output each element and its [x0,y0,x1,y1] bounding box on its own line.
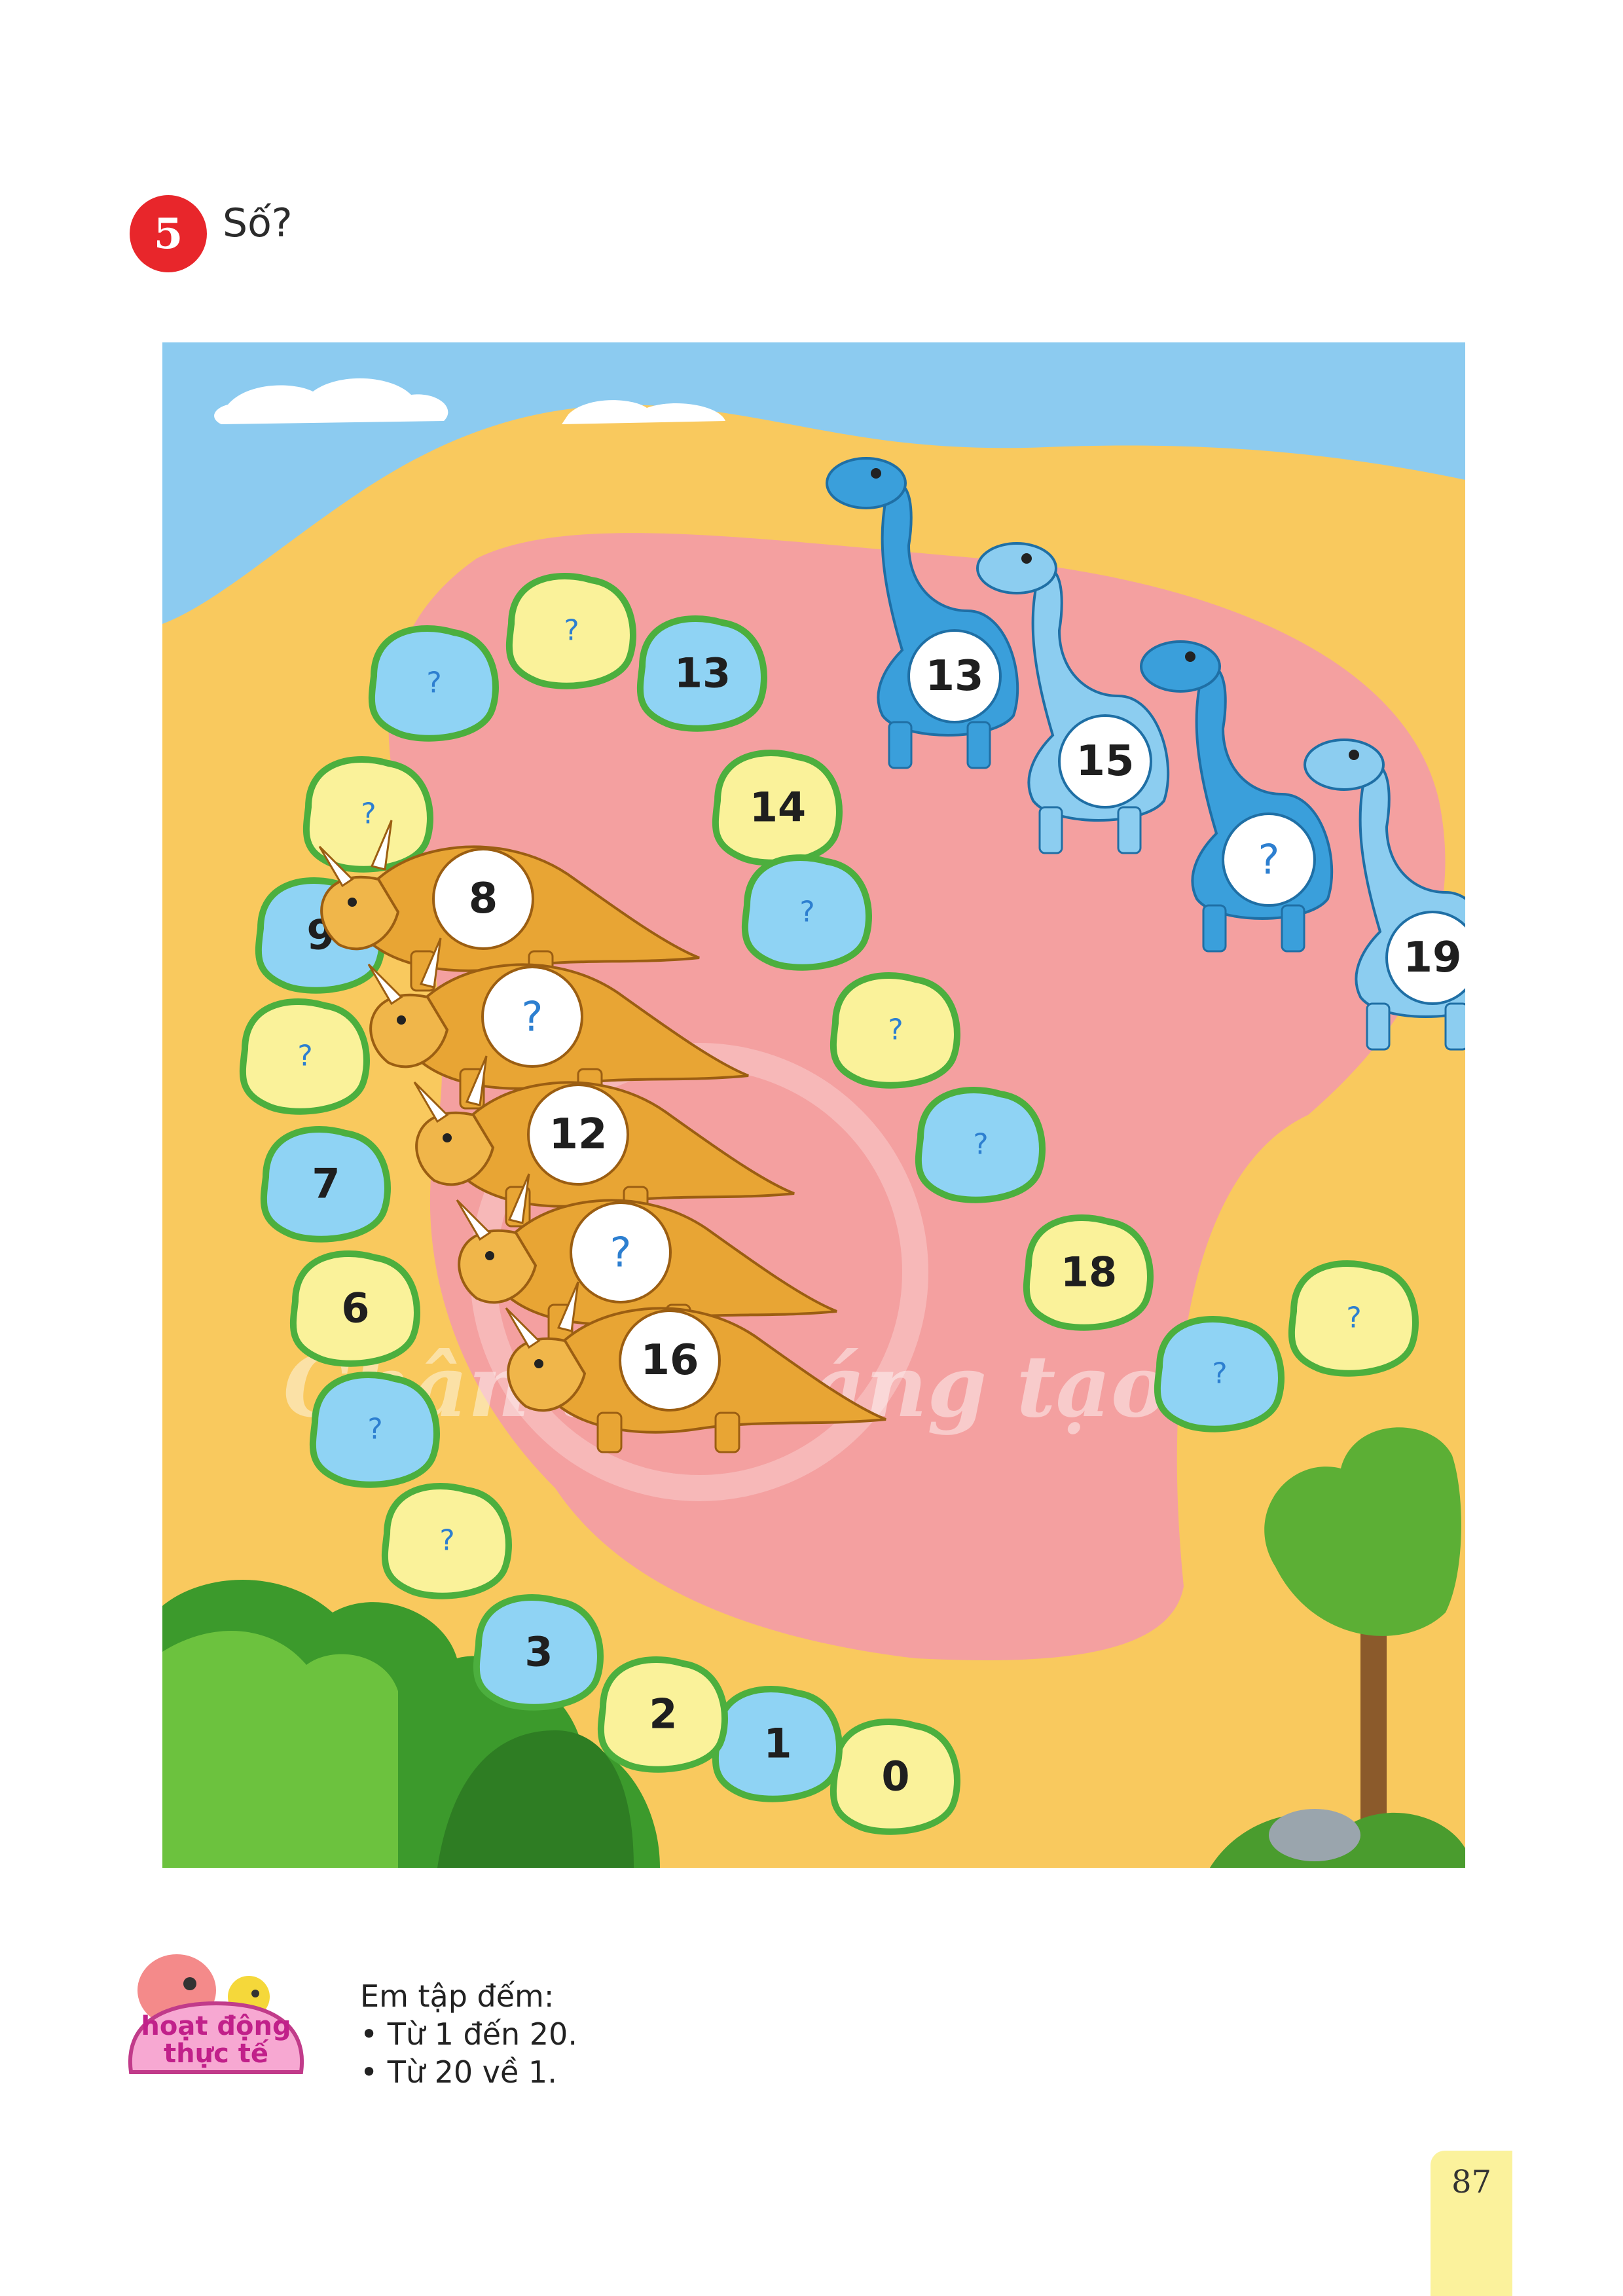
path-stone[interactable]: ? [1154,1316,1285,1432]
brachiosaurus-number: 19 [1403,934,1461,982]
stone-blank: ? [361,797,376,831]
activity-logo-line2: thực tế [164,2039,269,2069]
activity-logo-line1: hoạt động [141,2011,291,2041]
triceratops: 16 [505,1281,886,1453]
path-stone: 7 [260,1126,391,1243]
sky [162,342,1465,624]
path-stone[interactable]: ? [741,854,872,971]
triceratops-group: 8? 12? 16 [318,820,886,1453]
activity-item: • Từ 1 đến 20. [360,2016,577,2052]
stone-blank: ? [439,1524,454,1558]
brachiosaurus-group: 13 15? 19 [826,457,1465,1051]
path-stone: 0 [830,1719,960,1835]
path-stone[interactable]: ? [381,1483,512,1599]
path-stone: 6 [289,1250,420,1367]
page-number-tab [1431,2151,1512,2296]
path-stone[interactable]: ? [368,625,499,742]
exercise-prompt: Số? [223,200,293,246]
stone-number: 14 [750,784,806,831]
path-stone[interactable]: ? [302,756,433,873]
stone-blank: ? [888,1013,903,1047]
path-stone: 2 [597,1656,728,1773]
activity-logo: hoạt động thực tế [128,1954,304,2074]
triceratops-blank: ? [522,993,543,1041]
stone-number: 7 [312,1160,340,1208]
triceratops-number: 12 [549,1110,607,1159]
triceratops: ? [367,938,749,1110]
stone-number: 6 [341,1285,369,1332]
stone-blank: ? [426,666,441,700]
cloud [562,400,725,424]
stone-blank: ? [297,1040,312,1073]
stone-number: 18 [1061,1248,1117,1296]
path-stone: 13 [636,615,767,732]
stone-number: 0 [881,1753,909,1800]
brachiosaurus: ? [1140,640,1334,953]
stone-number: 3 [524,1628,553,1676]
path-stone[interactable]: ? [1288,1260,1419,1377]
triceratops-number: 16 [640,1336,699,1385]
brachiosaurus-number: 15 [1076,737,1134,786]
exercise-number-badge: 5 [130,195,207,272]
dinosaur-path-scene: Chân trời sáng tạo 0123??67?9???1314???1… [162,342,1465,1868]
palm-trees [162,1580,660,1868]
path-stone: 3 [473,1594,604,1711]
stone-blank: ? [564,614,579,647]
path-stone[interactable]: ? [830,972,960,1089]
activity-intro: Em tập đếm: [360,1978,555,2014]
path-stone: 14 [712,750,843,866]
triceratops-blank: ? [610,1229,632,1277]
stone-number: 1 [763,1720,792,1768]
brachiosaurus: 19 [1304,738,1465,1051]
path-stone[interactable]: ? [239,998,370,1115]
activity-item: • Từ 20 về 1. [360,2054,557,2090]
triceratops-number: 8 [469,875,498,923]
stone-blank: ? [367,1413,382,1446]
stone-number: 13 [674,649,731,697]
stone-blank: ? [1212,1357,1227,1391]
cloud [214,378,448,424]
stone-number: 2 [649,1690,677,1738]
stone-blank: ? [973,1128,988,1161]
brachiosaurus: 13 [826,457,1019,769]
stone-blank: ? [1346,1302,1361,1335]
brachiosaurus-blank: ? [1258,836,1280,884]
page-number: 87 [1451,2164,1492,2200]
brachiosaurus: 15 [976,542,1170,854]
path-stone: 18 [1023,1214,1154,1331]
path-stone[interactable]: ? [309,1372,440,1488]
path-stone[interactable]: ? [505,573,636,689]
path-stone: 1 [712,1686,843,1802]
brachiosaurus-number: 13 [925,652,983,701]
tree [1210,1427,1465,1868]
stone-blank: ? [799,896,814,929]
path-stone[interactable]: ? [915,1087,1046,1203]
triceratops: 12 [413,1055,795,1228]
activity-instructions: Em tập đếm: • Từ 1 đến 20. • Từ 20 về 1. [360,1977,577,2091]
